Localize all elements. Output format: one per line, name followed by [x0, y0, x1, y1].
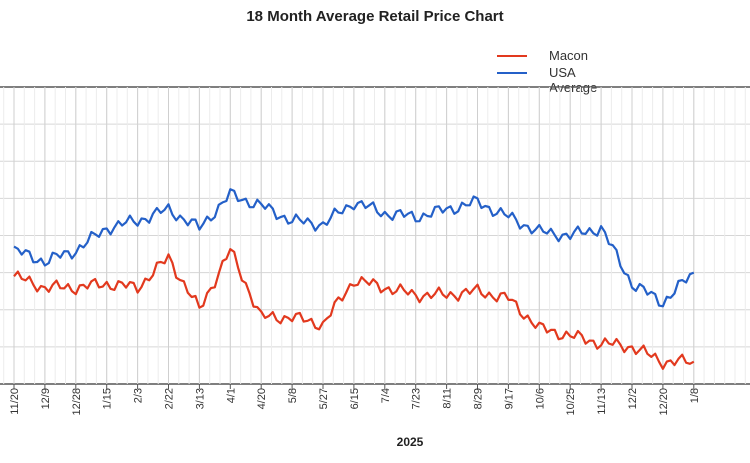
- series-line-macon: [13, 248, 695, 370]
- x-tick-label: 10/25: [565, 388, 577, 416]
- x-tick-label: 5/8: [287, 388, 299, 403]
- x-tick-label: 12/28: [71, 388, 83, 416]
- x-tick-label: 7/23: [411, 388, 423, 409]
- x-tick-label: 11/13: [596, 388, 608, 415]
- x-axis-year-label: 2025: [396, 435, 424, 449]
- x-tick-label: 10/6: [534, 388, 546, 409]
- x-tick-label: 8/11: [442, 388, 454, 409]
- legend-swatch-usa-average: [497, 72, 527, 74]
- x-tick-label: 5/27: [318, 388, 330, 409]
- x-tick-label: 2/22: [164, 388, 176, 409]
- x-tick-label: 12/20: [658, 388, 670, 416]
- x-tick-label: 1/8: [689, 388, 701, 403]
- x-tick-label: 8/29: [473, 388, 485, 409]
- chart-title: 18 Month Average Retail Price Chart: [246, 8, 504, 25]
- legend-label-macon: Macon: [549, 48, 589, 63]
- series-line-usa-average: [13, 188, 695, 308]
- x-tick-label: 7/4: [380, 388, 392, 403]
- x-tick-label: 11/20: [9, 388, 21, 415]
- x-tick-label: 4/1: [225, 388, 237, 403]
- legend-swatch-macon: [497, 55, 527, 57]
- x-tick-label: 12/2: [627, 388, 639, 409]
- x-tick-label: 3/13: [194, 388, 206, 409]
- x-tick-label: 1/15: [102, 388, 114, 409]
- x-tick-label: 9/17: [503, 388, 515, 409]
- x-tick-label: 12/9: [40, 388, 52, 409]
- x-tick-label: 2/3: [133, 388, 145, 403]
- x-tick-label: 6/15: [349, 388, 361, 409]
- x-tick-label: 4/20: [256, 388, 268, 409]
